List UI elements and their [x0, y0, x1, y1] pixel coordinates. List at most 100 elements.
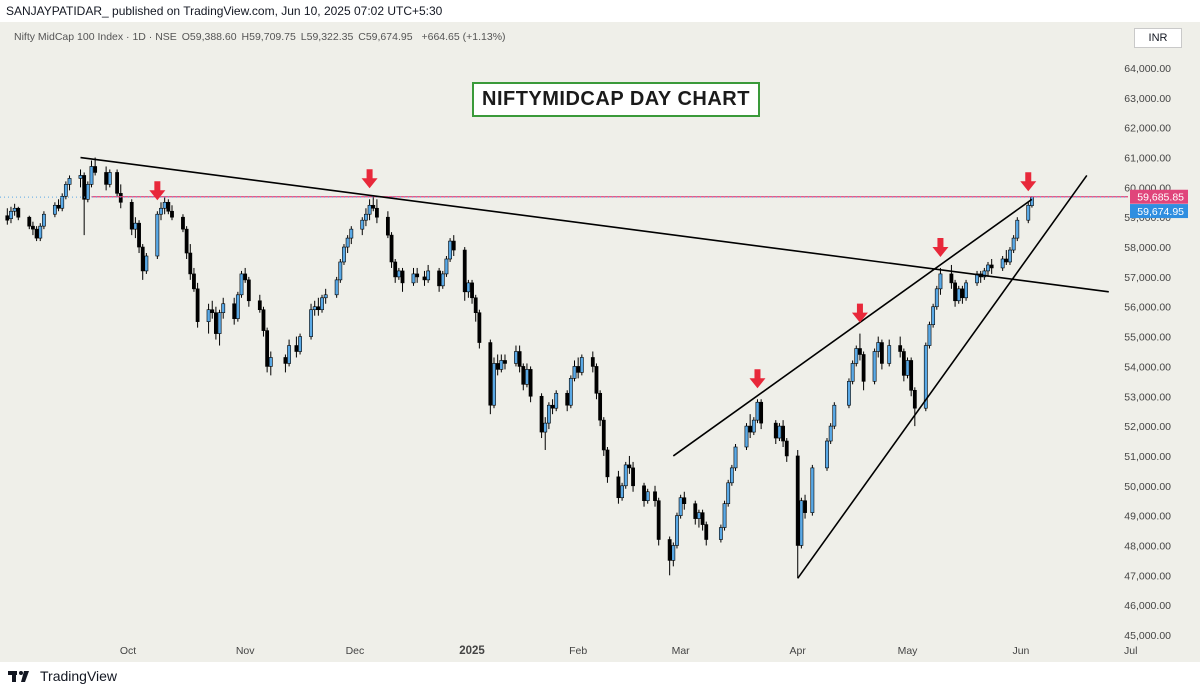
candle-body — [671, 545, 676, 561]
candle-body — [206, 309, 211, 322]
candle-body — [1000, 258, 1005, 269]
candle-body — [1030, 196, 1034, 206]
candle — [982, 267, 987, 280]
candle-body — [5, 215, 10, 221]
candle — [396, 267, 401, 280]
candle — [495, 354, 500, 376]
candle — [466, 279, 471, 298]
candle-body — [879, 342, 884, 364]
candle — [1030, 196, 1034, 208]
candle-body — [268, 357, 273, 367]
tradingview-logo-icon — [8, 669, 34, 683]
publisher-header: SANJAYPATIDAR_ published on TradingView.… — [6, 4, 443, 18]
candle — [206, 303, 211, 334]
candle-body — [195, 288, 200, 322]
candle — [642, 482, 646, 507]
candle-body — [700, 512, 705, 525]
candle-body — [543, 422, 548, 433]
candle-body — [448, 240, 452, 260]
candle — [320, 294, 324, 313]
candle-body — [309, 309, 313, 337]
down-arrow-icon — [749, 369, 766, 389]
candle — [554, 390, 559, 412]
ohlc-high: H59,709.75 — [241, 31, 296, 43]
candle — [375, 199, 379, 224]
candle — [854, 345, 859, 367]
candle — [956, 285, 961, 304]
currency-button[interactable]: INR — [1134, 28, 1182, 48]
y-tick-label: 54,000.00 — [1124, 361, 1171, 373]
y-tick-label: 53,000.00 — [1124, 391, 1171, 403]
candle — [901, 348, 906, 382]
y-tick-label: 56,000.00 — [1124, 302, 1171, 314]
candle-body — [34, 228, 39, 239]
x-tick-label: Feb — [569, 645, 587, 657]
candle — [1004, 250, 1009, 265]
ohlc-close: C59,674.95 — [358, 31, 413, 43]
candle-body — [155, 213, 160, 257]
candle-body — [759, 401, 764, 424]
candle — [938, 267, 943, 295]
candle-body — [1008, 249, 1012, 263]
footer-brand[interactable]: TradingView — [8, 668, 117, 684]
symbol-info: Nifty MidCap 100 Index · 1D · NSE O59,38… — [14, 31, 508, 43]
candle-body — [235, 294, 240, 319]
y-tick-label: 63,000.00 — [1124, 93, 1171, 105]
candle-body — [316, 306, 321, 311]
candle — [265, 327, 270, 373]
candle — [887, 339, 892, 367]
candle-body — [645, 491, 650, 502]
trendline-channel-upper — [672, 198, 1033, 457]
candle-body — [499, 360, 504, 370]
candle-body — [642, 485, 646, 502]
candle-body — [470, 282, 474, 299]
candle — [385, 211, 390, 239]
candle — [243, 267, 248, 283]
candle-body — [1011, 237, 1016, 251]
candle-body — [828, 425, 833, 442]
candle — [195, 282, 200, 328]
y-tick-label: 47,000.00 — [1124, 570, 1171, 582]
candle-body — [912, 389, 917, 409]
candle — [60, 193, 65, 212]
candle — [444, 256, 449, 277]
candle-body — [803, 500, 807, 513]
candle — [773, 420, 778, 445]
last-price-label-bg — [1130, 204, 1188, 219]
candle — [514, 345, 518, 367]
down-arrow-icon — [149, 181, 166, 201]
candle — [598, 390, 603, 427]
candle — [473, 294, 478, 322]
ohlc-low: L59,322.35 — [300, 31, 354, 43]
candle — [93, 157, 98, 176]
candle — [546, 402, 551, 430]
candle — [170, 205, 174, 221]
candle — [78, 169, 83, 188]
candle — [268, 351, 273, 376]
candle — [909, 357, 914, 397]
candle — [360, 217, 365, 236]
candle — [492, 357, 496, 409]
chart-area[interactable] — [0, 22, 1200, 662]
candle — [733, 444, 738, 471]
candle — [579, 354, 584, 376]
candle — [188, 244, 193, 280]
candle-body — [598, 392, 603, 421]
candle — [27, 215, 32, 230]
candle — [162, 196, 167, 215]
candle-body — [623, 464, 628, 487]
candle-body — [462, 249, 467, 293]
candle-body — [137, 222, 141, 248]
candle-body — [755, 401, 760, 421]
candle-body — [594, 366, 599, 394]
candle — [38, 223, 43, 242]
candle — [528, 366, 533, 403]
candle-body — [554, 392, 559, 409]
candle — [517, 345, 522, 373]
candle-body — [517, 351, 522, 367]
candle — [213, 306, 218, 340]
candle-body — [901, 351, 906, 376]
candle — [1011, 235, 1016, 254]
candle — [795, 449, 800, 579]
